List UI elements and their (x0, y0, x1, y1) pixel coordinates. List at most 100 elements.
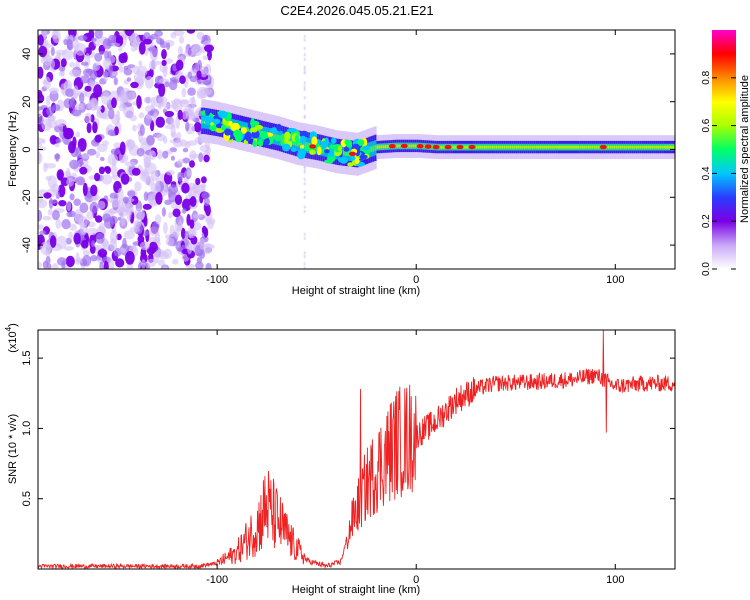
spectrogram-smear (303, 114, 306, 118)
spectrogram-noise-blob (43, 192, 52, 199)
spectrogram-core (641, 145, 644, 149)
spectrogram-core (499, 145, 502, 149)
spectrogram-core (619, 145, 622, 149)
spectrogram-smear (303, 96, 306, 100)
spectrogram-core (649, 145, 652, 149)
spectrogram-noise-blob (38, 93, 45, 104)
spectrogram-noise-blob (79, 161, 84, 166)
spectrogram-core (537, 145, 540, 149)
spectrogram-noise-blob (168, 184, 179, 195)
spectrogram-noise-blob (205, 262, 212, 269)
spectrogram-ridge-blob (324, 159, 334, 164)
spectrogram-noise-blob (109, 215, 118, 225)
spectrogram-noise-blob (38, 66, 44, 79)
spectrogram-noise-blob (127, 190, 136, 197)
spectrogram-smear (303, 262, 306, 266)
spectrogram-noise-blob (201, 176, 207, 184)
spectrogram-smear (303, 67, 306, 71)
spectrogram-noise-blob (132, 65, 140, 74)
spectrogram-ridge-blob (344, 139, 349, 145)
spectrogram-noise-blob (172, 208, 181, 218)
spectrogram-noise-blob (123, 67, 133, 76)
spectrogram-noise-blob (177, 171, 184, 182)
spectrogram-noise-blob (107, 197, 119, 203)
spectrogram-core (386, 145, 389, 148)
spectrogram-ridge-blob (337, 145, 342, 152)
spectrogram-smear (303, 205, 306, 209)
spectrogram-smear (303, 232, 306, 236)
spectrogram-core (374, 145, 377, 151)
spectrogram-noise-blob (112, 201, 121, 208)
spectrogram-noise-blob (201, 225, 207, 234)
spectrogram-ridge-blob (287, 128, 297, 133)
spectrogram-core (563, 145, 566, 149)
spectrogram-noise-blob (189, 196, 197, 207)
spectrogram-noise-blob (138, 112, 145, 119)
spectrogram-core (531, 145, 534, 149)
spectrogram-core (259, 130, 262, 137)
spectrogram-core (643, 145, 646, 149)
spectrogram-noise-blob (38, 137, 44, 144)
spectrogram-core (475, 145, 479, 149)
spectrogram-core (454, 145, 457, 149)
spectrogram-noise-blob (196, 256, 202, 264)
spectrogram-noise-blob (170, 99, 182, 105)
spectrogram-core (579, 145, 582, 149)
spectrogram-noise-blob (116, 95, 123, 101)
spectrogram-noise-blob (94, 52, 103, 62)
spectrogram-noise-blob (170, 131, 177, 139)
spectrogram-ridge-blob (327, 148, 335, 158)
spectrogram-noise-blob (103, 260, 109, 269)
spectrogram-noise-blob (46, 95, 51, 107)
spectrogram-noise-blob (189, 153, 201, 159)
spectrogram-noise-blob (126, 77, 132, 82)
spectrogram-noise-blob (38, 110, 42, 118)
spectrogram-core (595, 145, 598, 149)
spectrogram-ytick-label: 20 (21, 96, 33, 108)
spectrogram-smear (303, 107, 306, 111)
spectrogram-noise-blob (200, 87, 213, 96)
spectrogram-noise-blob (141, 259, 146, 269)
spectrogram-noise-blob (109, 230, 118, 244)
spectrogram-core (577, 145, 580, 149)
colorbar-tick-label: 0.0 (701, 262, 712, 276)
spectrogram-noise-blob (163, 248, 172, 259)
spectrogram-noise-blob (38, 34, 44, 46)
spectrogram-smear (303, 251, 306, 255)
spectrogram-noise-blob (177, 219, 183, 232)
spectrogram-noise-blob (129, 114, 137, 122)
spectrogram-ridge-blob (362, 145, 370, 151)
spectrogram-noise-blob (90, 184, 98, 197)
spectrogram-ridge-blob (284, 131, 291, 141)
spectrogram-noise-blob (105, 166, 111, 174)
spectrogram-noise-blob (68, 69, 81, 77)
spectrogram-noise-blob (80, 75, 91, 84)
spectrogram-ridge-blob (354, 157, 360, 165)
spectrogram-ytick-label: -40 (21, 237, 33, 253)
spectrogram-ylabel: Frequency (Hz) (7, 111, 19, 187)
spectrogram-ridge-blob (233, 129, 243, 139)
spectrogram-ridge-blob (263, 137, 270, 146)
spectrogram-core (581, 145, 584, 149)
spectrogram-core (376, 145, 379, 149)
spectrogram-ridge-blob (324, 149, 330, 154)
spectrogram-core (623, 145, 626, 149)
spectrogram-core (639, 145, 642, 149)
spectrogram-noise-blob (176, 132, 182, 142)
spectrogram-ridge-blob (359, 154, 368, 160)
spectrogram-core (519, 145, 522, 149)
spectrogram-ytick-label: 0 (21, 146, 33, 152)
spectrogram-noise-blob (69, 62, 76, 68)
spectrogram-noise-blob (73, 232, 81, 245)
spectrogram-noise-blob (170, 155, 175, 161)
spectrogram-ridge-blob (298, 148, 306, 157)
spectrogram-core (495, 145, 498, 149)
spectrogram-hotspot (416, 144, 424, 149)
spectrogram-noise-blob (178, 45, 183, 56)
spectrogram-core (493, 145, 497, 149)
spectrogram-noise-blob (104, 50, 109, 61)
spectrogram-ridge-blob (276, 123, 282, 132)
spectrogram-core (380, 145, 383, 149)
spectrogram-noise-blob (63, 127, 73, 140)
spectrogram-noise-blob (55, 219, 62, 229)
